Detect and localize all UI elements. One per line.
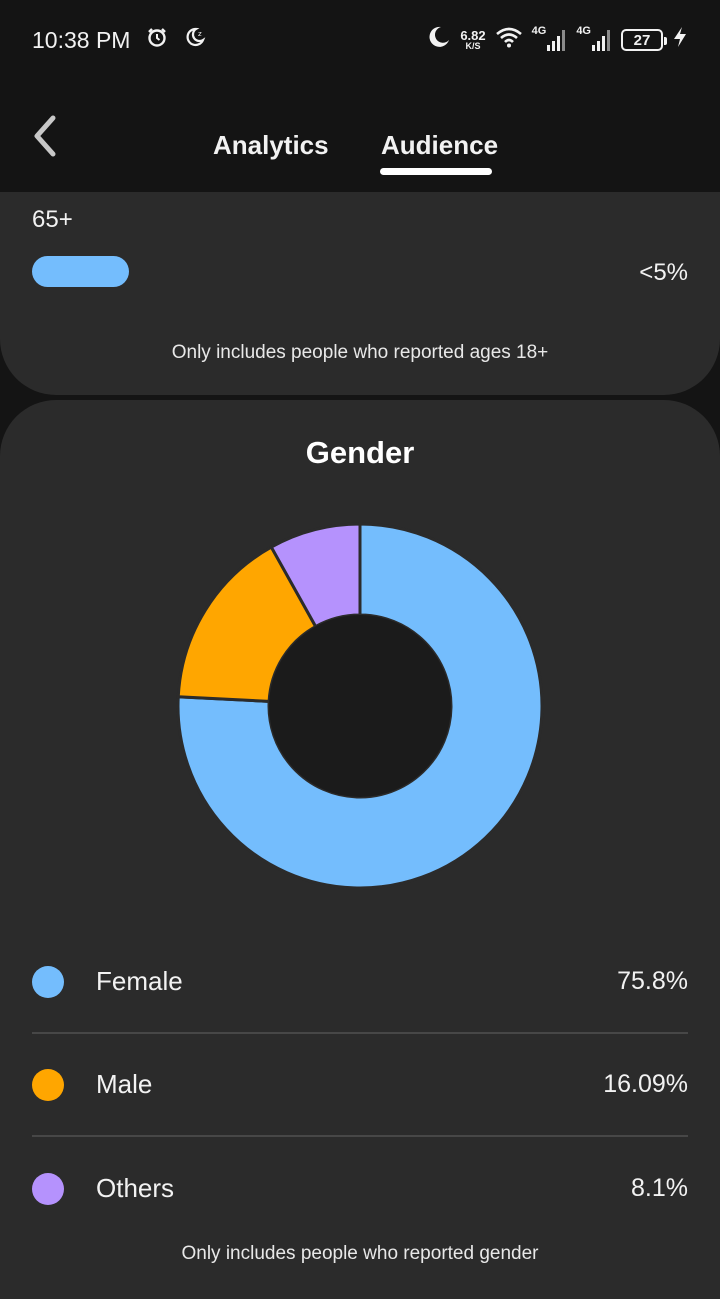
net-speed-value: 6.82 — [460, 28, 486, 43]
back-button[interactable] — [22, 110, 66, 162]
gender-card: Gender Female 75.8% Male 16.09% Others 8… — [0, 400, 720, 1299]
charging-icon — [672, 26, 688, 54]
active-tab-indicator — [380, 168, 492, 175]
signal-1: 4G — [532, 25, 568, 51]
legend-dot-male — [32, 1068, 64, 1101]
net-speed-unit: K/S — [465, 41, 481, 51]
age-group-label: 65+ — [32, 206, 73, 233]
legend-row-male[interactable]: Male 16.09% — [32, 1034, 688, 1137]
age-group-value: <5% — [639, 259, 688, 286]
legend-label-others: Others — [96, 1173, 175, 1203]
bedtime-icon: z — [184, 26, 206, 54]
status-time: 10:38 PM — [32, 26, 131, 53]
tab-analytics[interactable]: Analytics — [213, 130, 329, 160]
top-app-bar: Analytics Audience — [0, 80, 720, 192]
legend-row-others[interactable]: Others 8.1% — [32, 1137, 688, 1240]
signal-2: 4G — [576, 25, 612, 51]
age-card: 65+ <5% Only includes people who reporte… — [0, 192, 720, 395]
svg-text:z: z — [198, 30, 202, 38]
tab-audience[interactable]: Audience — [381, 130, 499, 160]
legend-row-female[interactable]: Female 75.8% — [32, 931, 688, 1034]
age-footnote: Only includes people who reported ages 1… — [171, 342, 549, 363]
legend-label-male: Male — [96, 1069, 153, 1099]
legend-dot-others — [32, 1172, 64, 1205]
gender-donut-chart — [176, 522, 544, 890]
battery-icon: 27 — [621, 29, 667, 51]
legend-label-female: Female — [96, 966, 183, 996]
wifi-icon — [495, 26, 523, 54]
gender-legend: Female 75.8% Male 16.09% Others 8.1% — [32, 931, 688, 1240]
gender-title: Gender — [305, 435, 415, 470]
gender-footnote: Only includes people who reported gender — [181, 1243, 539, 1264]
net-speed: 6.82 K/S — [460, 29, 485, 51]
age-group-bar — [32, 256, 129, 287]
signal-icon — [547, 30, 566, 51]
legend-value-female: 75.8% — [617, 967, 688, 995]
signal-icon — [592, 30, 610, 51]
alarm-icon — [146, 26, 168, 54]
status-bar: 10:38 PM z 6.8 — [0, 0, 720, 80]
battery-level: 27 — [633, 31, 651, 49]
legend-dot-female — [32, 965, 64, 998]
network-type-1: 4G — [531, 25, 547, 37]
donut-hole — [269, 615, 451, 797]
legend-value-male: 16.09% — [603, 1070, 688, 1098]
chevron-left-icon — [34, 115, 56, 157]
network-type-2: 4G — [576, 25, 591, 37]
moon-icon — [427, 25, 451, 55]
legend-value-others: 8.1% — [631, 1174, 688, 1202]
